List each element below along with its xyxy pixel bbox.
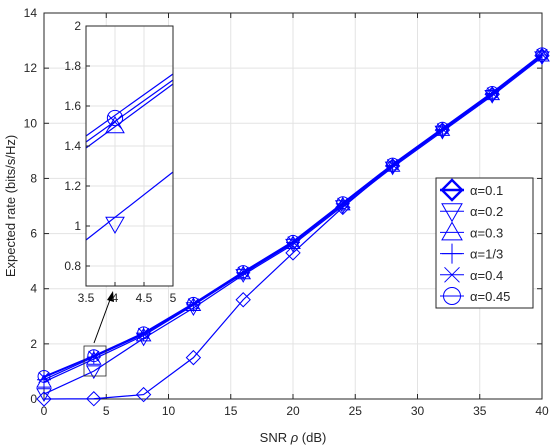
legend-label: α=1/3 bbox=[470, 247, 503, 262]
legend-item: α=0.3 bbox=[440, 221, 503, 241]
series-point-diamond bbox=[86, 391, 102, 407]
inset-background bbox=[86, 26, 173, 286]
inset-ticks: 3.5 4 4.5 5 0.8 1 1.2 1.4 1.6 1.8 2 bbox=[64, 19, 176, 305]
legend-label: α=0.2 bbox=[470, 204, 503, 219]
legend-marker-diamond bbox=[440, 178, 464, 202]
inset-frame bbox=[85, 25, 174, 287]
inset-x-tick-label: 4.5 bbox=[136, 291, 153, 305]
inset-line bbox=[85, 73, 174, 137]
x-tick-label: 40 bbox=[535, 404, 549, 418]
zoom-arrow-head bbox=[107, 291, 114, 302]
series-circle bbox=[37, 47, 549, 383]
legend-item: α=0.1 bbox=[440, 178, 503, 202]
inset-point-triangle-down bbox=[105, 216, 125, 235]
legend-item: α=0.45 bbox=[440, 287, 510, 305]
inset-x-tick-label: 5 bbox=[170, 291, 177, 305]
x-tick-label: 0 bbox=[41, 404, 48, 418]
x-tick-label: 30 bbox=[411, 404, 425, 418]
series-point-circle bbox=[87, 349, 101, 363]
y-tick-label: 8 bbox=[30, 171, 37, 185]
x-tick-label: 10 bbox=[162, 404, 176, 418]
legend-item: α=1/3 bbox=[440, 243, 503, 264]
inset-x-tick-label: 4 bbox=[112, 291, 119, 305]
x-axis-label: SNR ρ (dB) bbox=[260, 430, 327, 445]
x-tick-label: 25 bbox=[349, 404, 363, 418]
legend-marker-plus bbox=[442, 243, 462, 264]
inset-y-tick-label: 1.4 bbox=[64, 139, 81, 153]
zoom-arrow-line bbox=[93, 296, 112, 344]
series-point-circle bbox=[37, 369, 51, 383]
series-point-circle bbox=[535, 47, 549, 61]
y-tick-label: 14 bbox=[24, 6, 38, 20]
series-point-diamond bbox=[135, 386, 152, 403]
x-tick-label: 35 bbox=[473, 404, 487, 418]
legend-marker-circle bbox=[443, 287, 461, 305]
series-point-diamond bbox=[235, 292, 251, 308]
series-point-circle bbox=[286, 234, 300, 248]
legend-label: α=0.4 bbox=[470, 268, 503, 283]
series-point-circle bbox=[435, 121, 449, 135]
legend-label: α=0.45 bbox=[470, 289, 510, 304]
inset-y-tick-label: 1.6 bbox=[64, 99, 81, 113]
series-point-circle bbox=[336, 196, 350, 210]
series-point-circle bbox=[386, 157, 400, 171]
y-tick-label: 4 bbox=[30, 282, 37, 296]
series-point-triangle-down bbox=[85, 365, 102, 380]
data-series bbox=[36, 47, 550, 407]
inset-point-circle bbox=[106, 109, 124, 127]
legend: α=0.1 α=0.2 α=0.3 α=1/3 α=0.4 α=0.45 bbox=[435, 177, 534, 309]
series-point-diamond bbox=[36, 391, 52, 407]
y-tick-label: 2 bbox=[30, 337, 37, 351]
inset-x-tick-label: 3.5 bbox=[78, 291, 95, 305]
inset-line bbox=[85, 83, 174, 149]
legend-marker-triangle-up bbox=[441, 221, 463, 241]
inset-y-tick-label: 1 bbox=[74, 219, 81, 233]
series-line bbox=[43, 53, 543, 377]
inset-zoom-plot: 3.5 4 4.5 5 0.8 1 1.2 1.4 1.6 1.8 2 bbox=[64, 19, 176, 305]
inset-y-tick-label: 1.2 bbox=[64, 179, 81, 193]
legend-label: α=0.1 bbox=[470, 183, 503, 198]
x-tick-label: 20 bbox=[286, 404, 300, 418]
legend-marker-x bbox=[444, 266, 460, 283]
series-point-circle bbox=[186, 296, 200, 310]
inset-y-tick-label: 1.8 bbox=[64, 59, 81, 73]
legend-item: α=0.4 bbox=[440, 266, 503, 283]
series-point-circle bbox=[485, 85, 499, 99]
legend-label: α=0.3 bbox=[470, 225, 503, 240]
inset-y-tick-label: 0.8 bbox=[64, 259, 81, 273]
x-tick-label: 5 bbox=[103, 404, 110, 418]
series-point-circle bbox=[236, 265, 250, 279]
y-axis-label: Expected rate (bits/s/Hz) bbox=[3, 135, 18, 277]
y-tick-label: 6 bbox=[30, 227, 37, 241]
series-point-diamond bbox=[185, 349, 202, 366]
x-tick-label: 15 bbox=[224, 404, 238, 418]
y-tick-label: 12 bbox=[24, 61, 38, 75]
y-tick-label: 0 bbox=[30, 392, 37, 406]
inset-series bbox=[85, 73, 174, 241]
x-axis-ticks: 0 5 10 15 20 25 30 35 40 bbox=[41, 13, 549, 418]
legend-item: α=0.2 bbox=[440, 203, 503, 223]
y-tick-label: 10 bbox=[24, 116, 38, 130]
legend-marker-triangle-down bbox=[441, 203, 463, 223]
zoom-region-box bbox=[83, 345, 107, 377]
inset-line bbox=[85, 79, 174, 143]
inset-point-x bbox=[107, 114, 123, 130]
series-point-diamond bbox=[285, 245, 301, 261]
series-point-triangle-down bbox=[36, 388, 52, 403]
series-point-circle bbox=[137, 326, 151, 340]
series-point-diamond bbox=[534, 48, 550, 64]
inset-y-tick-label: 2 bbox=[74, 19, 81, 33]
inset-line bbox=[85, 171, 174, 241]
